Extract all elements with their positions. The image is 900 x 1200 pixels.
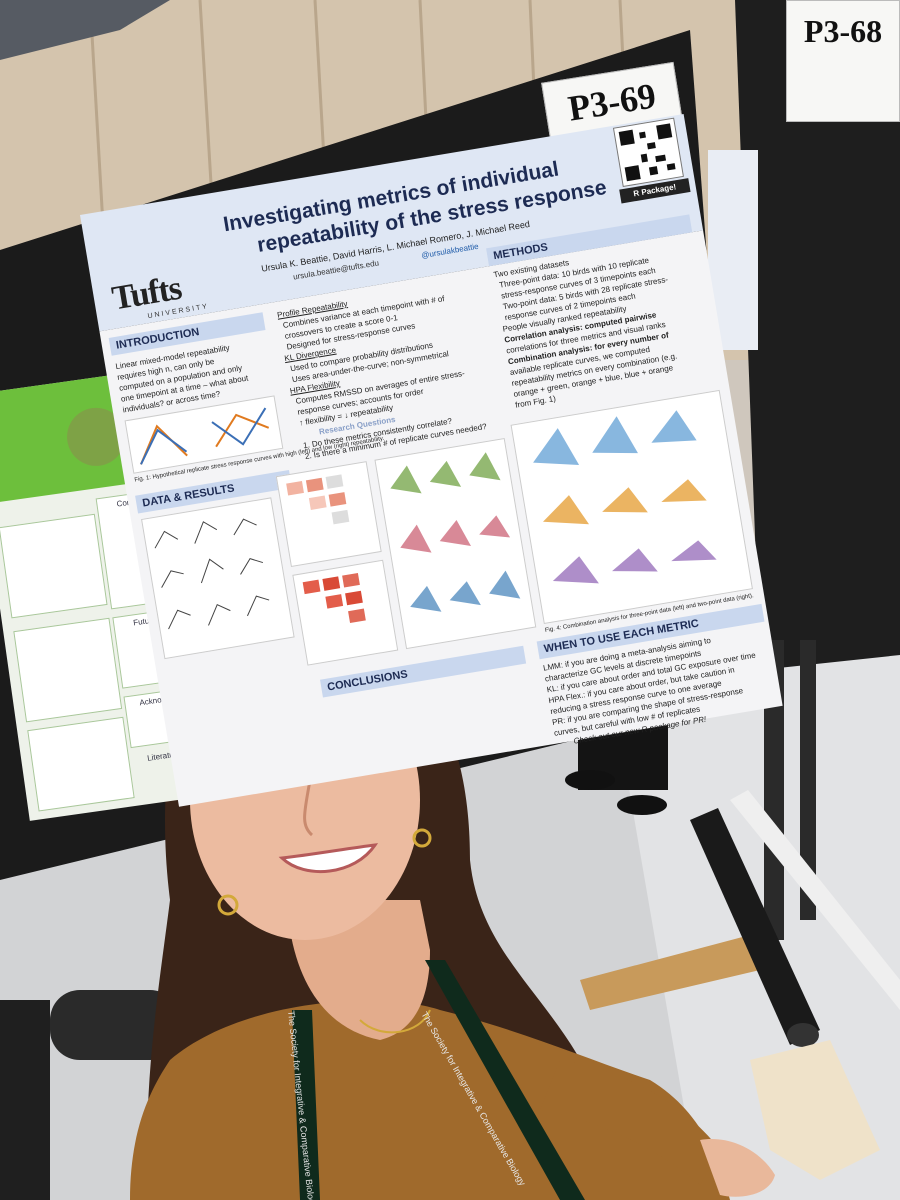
correlation-heatmap-2 — [292, 559, 399, 666]
poster-board-right — [735, 0, 900, 670]
shirt — [130, 1000, 730, 1200]
poster-tube-white — [730, 790, 900, 1010]
qr-code-icon — [612, 117, 684, 188]
research-poster: Tufts UNIVERSITY Investigating metrics o… — [80, 113, 783, 807]
results-small-multiples — [141, 497, 295, 660]
lanyard — [292, 1010, 320, 1200]
smile — [278, 843, 379, 873]
hand — [700, 1139, 775, 1197]
poster-body: INTRODUCTION Linear mixed-model repeatab… — [99, 214, 783, 807]
necklace — [359, 1009, 431, 1034]
board-leg-2 — [800, 640, 816, 920]
poster-tube-black — [690, 808, 820, 1047]
board-leg-1 — [764, 640, 784, 940]
board-foot-2 — [50, 990, 180, 1060]
tote-bag — [750, 1040, 880, 1180]
background-shoe-2 — [617, 795, 667, 815]
poster-header: Tufts UNIVERSITY Investigating metrics o… — [80, 113, 704, 332]
arm — [540, 1060, 720, 1185]
figure-1-plots — [124, 395, 284, 474]
green-box-table — [13, 617, 123, 723]
earring-left — [217, 894, 239, 916]
board-sign-p3-68: P3-68 — [786, 0, 900, 122]
nose — [303, 779, 314, 837]
lanyard-2 — [425, 960, 585, 1200]
green-box-plot — [0, 513, 108, 619]
combination-plots-right — [510, 389, 753, 625]
board-foot — [0, 1000, 50, 1200]
combination-plots-left — [374, 437, 537, 650]
green-box-figure — [27, 716, 135, 812]
earring-right — [412, 828, 432, 848]
poster-tube-cardboard — [580, 935, 760, 1010]
correlation-heatmap-1 — [275, 461, 382, 568]
ceiling-strip — [0, 0, 170, 60]
background-shoe — [565, 770, 615, 790]
